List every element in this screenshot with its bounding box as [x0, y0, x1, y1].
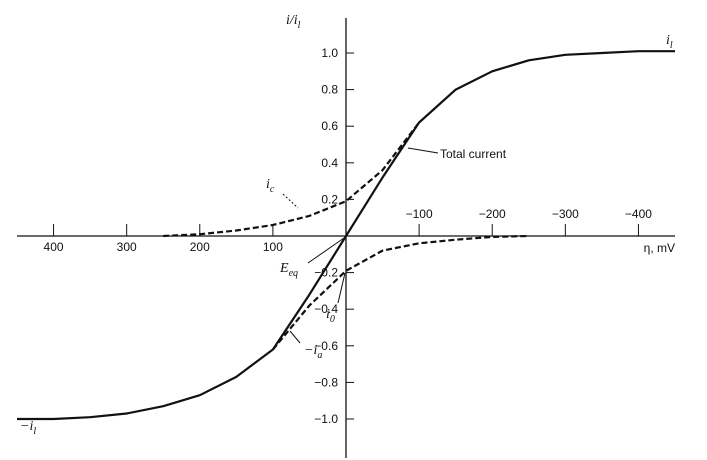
annotation-main: −i: [304, 343, 317, 358]
annotation-sub: c: [270, 184, 275, 195]
annotation-sub: l: [670, 40, 673, 51]
x-tick-label: −100: [406, 207, 433, 221]
annotation-pointer: [307, 237, 345, 264]
y-tick-label: −0.8: [314, 375, 338, 389]
annotation-main: i: [326, 307, 330, 322]
y-tick-label: 0.4: [321, 156, 338, 170]
annotation: Total current: [440, 147, 507, 161]
annotation-pointer: [289, 330, 301, 344]
y-tick-label: −0.6: [314, 339, 338, 353]
annotation: i0: [326, 307, 335, 325]
annotation-sub: 0: [330, 314, 335, 325]
annotation-main: Total current: [440, 147, 507, 161]
annotation-main: i: [666, 33, 670, 48]
annotation-pointer: [407, 147, 439, 154]
y-tick-label: 1.0: [321, 46, 338, 60]
curve: [17, 50, 675, 421]
annotation-pointer: [337, 272, 346, 304]
x-axis-label: η, mV: [644, 241, 675, 255]
x-tick-label: −200: [479, 207, 506, 221]
y-tick-label: 0.8: [321, 83, 338, 97]
annotation-pointer: [282, 193, 299, 209]
x-tick-label: 400: [44, 240, 64, 254]
x-tick-label: 200: [190, 240, 210, 254]
annotation: ic: [266, 177, 275, 195]
x-tick-label: −300: [552, 207, 579, 221]
annotation: −il: [20, 419, 36, 437]
annotation: il: [666, 33, 673, 51]
y-tick-label: 0.6: [321, 119, 338, 133]
x-tick-label: 100: [263, 240, 283, 254]
curve: [272, 234, 529, 351]
annotation: −ia: [304, 343, 322, 361]
x-tick-label: 300: [117, 240, 137, 254]
annotation-sub: l: [33, 426, 36, 437]
y-axis-label: i/il: [286, 13, 301, 31]
y-tick-label: 0.2: [321, 192, 338, 206]
annotation-main: E: [279, 261, 289, 276]
y-tick-label: −0.4: [314, 302, 338, 316]
annotation-sub: eq: [289, 268, 298, 279]
annotation-sub: a: [317, 350, 322, 361]
annotation: Eeq: [279, 261, 298, 279]
x-tick-label: −400: [625, 207, 652, 221]
y-tick-label: −1.0: [314, 412, 338, 426]
y-axis-label-main: i/i: [286, 13, 298, 28]
curve: [163, 121, 420, 238]
annotation-main: −i: [20, 419, 33, 434]
y-axis-label-sub: l: [298, 20, 301, 31]
annotation-main: i: [266, 177, 270, 192]
